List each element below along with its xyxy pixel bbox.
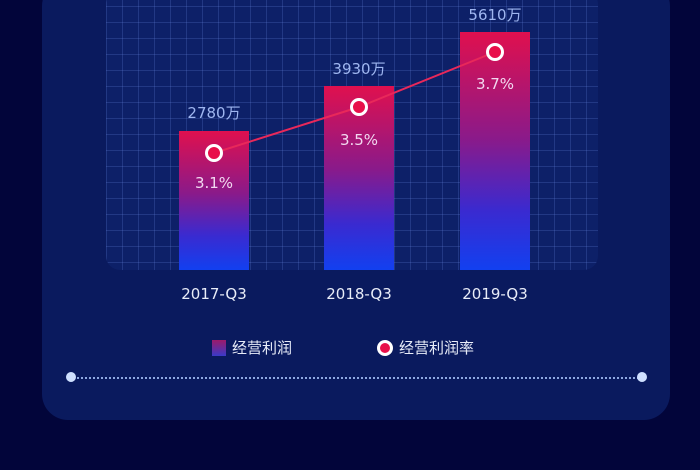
x-axis-label: 2018-Q3 (326, 285, 392, 303)
rate-point (350, 98, 368, 116)
x-axis-label: 2017-Q3 (181, 285, 247, 303)
bar-value-label: 2780万 (187, 104, 241, 122)
dotted-divider (70, 377, 642, 379)
bar-swatch-icon (212, 339, 226, 356)
rate-label: 3.7% (475, 75, 515, 93)
bar-2018-q3 (324, 86, 394, 270)
divider-endpoint (637, 372, 647, 382)
bar-value-label: 3930万 (332, 60, 386, 78)
legend-item-profit-rate[interactable]: 经营利润率 (377, 337, 474, 358)
legend-label: 经营利润 (232, 339, 293, 357)
divider-endpoint (66, 372, 76, 382)
rate-label: 3.1% (194, 174, 234, 192)
rate-label: 3.5% (339, 131, 379, 149)
legend-item-profit[interactable]: 经营利润 (212, 337, 292, 358)
legend-label: 经营利润率 (399, 339, 475, 357)
circle-marker-icon (377, 339, 393, 356)
rate-point (486, 43, 504, 61)
bar-value-label: 5610万 (468, 6, 522, 24)
rate-point (205, 144, 223, 162)
bar-2019-q3 (460, 32, 530, 270)
x-axis-label: 2019-Q3 (462, 285, 528, 303)
